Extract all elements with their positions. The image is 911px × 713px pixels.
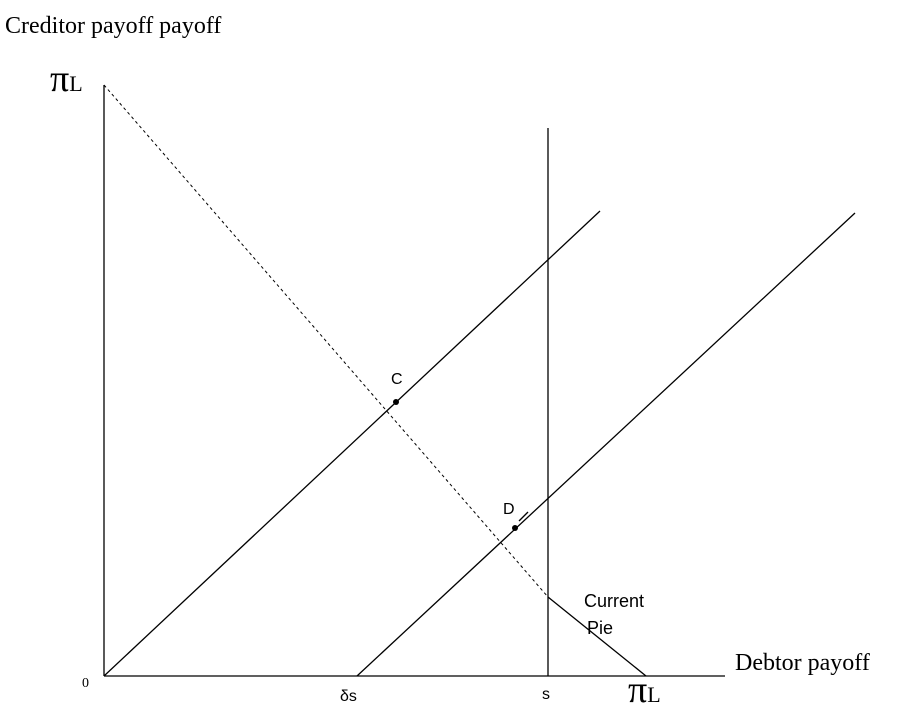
x-tick-label: δs: [340, 688, 357, 705]
annotation: Current: [584, 591, 644, 611]
x-axis-label: Debtor payoff: [735, 650, 870, 676]
current-pie-line: [547, 596, 647, 677]
x-tick-label: s: [542, 686, 550, 703]
annotation: Pie: [587, 618, 613, 638]
ray-from-origin: [103, 210, 601, 677]
point-label: C: [391, 371, 403, 388]
point-label: D: [503, 501, 515, 518]
y-max-label: πL: [50, 58, 83, 100]
y-axis-label: Creditor payoff payoff: [5, 13, 221, 39]
ray-from-delta-s: [356, 212, 856, 677]
tick: [518, 511, 529, 522]
point-c: [393, 399, 399, 405]
origin-label: 0: [82, 676, 89, 691]
x-max-label: πL: [628, 669, 661, 711]
point-d: [512, 525, 518, 531]
pie-dashed-line: [103, 84, 549, 598]
